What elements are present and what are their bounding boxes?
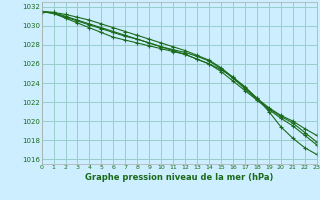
X-axis label: Graphe pression niveau de la mer (hPa): Graphe pression niveau de la mer (hPa) — [85, 173, 273, 182]
